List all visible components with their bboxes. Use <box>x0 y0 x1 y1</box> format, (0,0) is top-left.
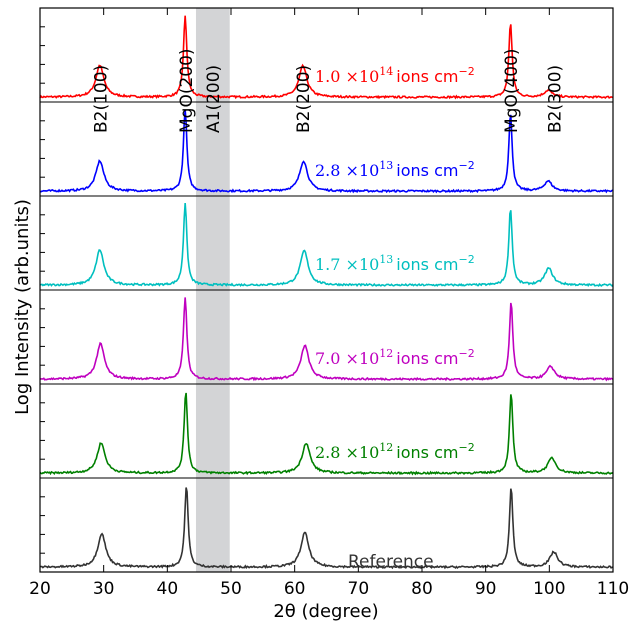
plot-frame <box>39 7 614 573</box>
series-line <box>39 15 614 100</box>
series-line <box>39 297 614 382</box>
series-line <box>39 203 614 288</box>
x-tick-label: 70 <box>348 579 370 599</box>
x-tick-label: 50 <box>220 579 242 599</box>
peak-label: MgO(400) <box>502 48 522 133</box>
x-axis-label: 2θ (degree) <box>273 601 378 622</box>
series-line <box>39 392 614 476</box>
x-tick-label: 60 <box>284 579 306 599</box>
series-fluence-label: 2.8 ×1013 ions cm−2 <box>315 159 475 180</box>
axis-layer: 20 30 40 50 60 70 80 90 100 110 <box>29 7 629 599</box>
x-tick-label: 100 <box>533 579 565 599</box>
series-line <box>39 487 614 570</box>
peak-label: MgO(200) <box>177 48 197 133</box>
series-fluence-label: 1.0 ×1014 ions cm−2 <box>315 65 475 86</box>
series-label-reference: Reference <box>348 552 434 572</box>
label-layer: B2(100) MgO(200) A1(200) B2(200) MgO(400) B2(… <box>92 48 566 572</box>
x-tick-label: 110 <box>597 579 629 599</box>
x-tick-label: 30 <box>93 579 115 599</box>
peak-label: B2(300) <box>545 65 565 133</box>
curve-layer <box>39 15 614 570</box>
peak-label: A1(200) <box>204 65 224 133</box>
y-axis-label: Log Intensity (arb.units) <box>12 199 33 415</box>
x-tick-label: 80 <box>411 579 433 599</box>
panel-layer <box>40 26 613 554</box>
x-tick-label: 40 <box>157 579 179 599</box>
series-line <box>39 109 614 194</box>
series-fluence-label: 7.0 ×1012 ions cm−2 <box>315 347 475 368</box>
series-fluence-label: 2.8 ×1012 ions cm−2 <box>315 441 475 462</box>
series-fluence-label: 1.7 ×1013 ions cm−2 <box>315 253 475 274</box>
peak-label: B2(200) <box>294 65 314 133</box>
peak-label: B2(100) <box>92 65 112 133</box>
x-tick-label: 20 <box>29 579 51 599</box>
x-tick-label: 90 <box>475 579 497 599</box>
